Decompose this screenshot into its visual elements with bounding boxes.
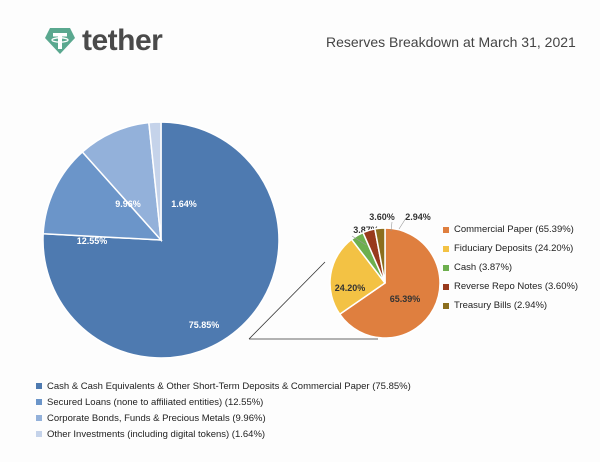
pie-slice [374,227,386,284]
breakdown-legend: Commercial Paper (65.39%) Fiduciary Depos… [443,220,578,315]
legend-swatch [36,415,42,421]
data-label: 24.20% [335,283,366,293]
legend-item: Cash & Cash Equivalents & Other Short-Te… [36,378,411,394]
legend-swatch [36,383,42,389]
legend-swatch [443,302,449,309]
legend-label: Cash (3.87%) [454,262,513,273]
legend-swatch [443,245,449,252]
legend-item: Treasury Bills (2.94%) [443,296,578,315]
data-label: 65.39% [390,294,421,304]
legend-item: Cash (3.87%) [443,258,578,277]
legend-item: Reverse Repo Notes (3.60%) [443,277,578,296]
legend-label: Treasury Bills (2.94%) [454,300,548,311]
brand-name: tether [82,24,163,57]
legend-label: Reverse Repo Notes (3.60%) [454,281,579,292]
data-label: 1.64% [171,199,197,209]
legend-swatch [36,431,42,437]
pie-slice [81,121,162,243]
tether-logo: tether [44,24,163,58]
legend-label: Secured Loans (none to affiliated entiti… [47,396,264,408]
legend-swatch [443,226,449,233]
legend-item: Fiduciary Deposits (24.20%) [443,239,578,258]
main-legend: Cash & Cash Equivalents & Other Short-Te… [36,378,411,442]
legend-label: Fiduciary Deposits (24.20%) [454,243,574,254]
legend-item: Commercial Paper (65.39%) [443,220,578,239]
legend-swatch [443,264,449,271]
pie-slice [42,150,163,241]
chart-title: Reserves Breakdown at March 31, 2021 [326,34,576,50]
legend-swatch [36,399,42,405]
legend-label: Cash & Cash Equivalents & Other Short-Te… [47,380,411,392]
leader-line [351,235,367,246]
legend-swatch [443,283,449,290]
tether-logo-icon [45,28,75,54]
legend-label: Corporate Bonds, Funds & Precious Metals… [47,412,266,424]
legend-item: Secured Loans (none to affiliated entiti… [36,394,411,410]
leader-line [390,221,393,232]
pie-slice [148,121,162,241]
legend-item: Corporate Bonds, Funds & Precious Metals… [36,410,411,426]
legend-item: Other Investments (including digital tok… [36,426,411,442]
leader-line [398,217,407,230]
connector-line-top [248,261,326,340]
legend-label: Other Investments (including digital tok… [47,428,266,440]
data-label: 12.55% [77,236,108,246]
pie-slice [329,238,387,316]
data-label: 3.87% [353,225,379,235]
data-label: 75.85% [189,320,220,330]
legend-label: Commercial Paper (65.39%) [454,224,574,235]
data-label: 2.94% [405,212,431,222]
data-label: 9.96% [115,199,141,209]
data-label: 3.60% [369,212,395,222]
pie-slice [338,227,441,339]
